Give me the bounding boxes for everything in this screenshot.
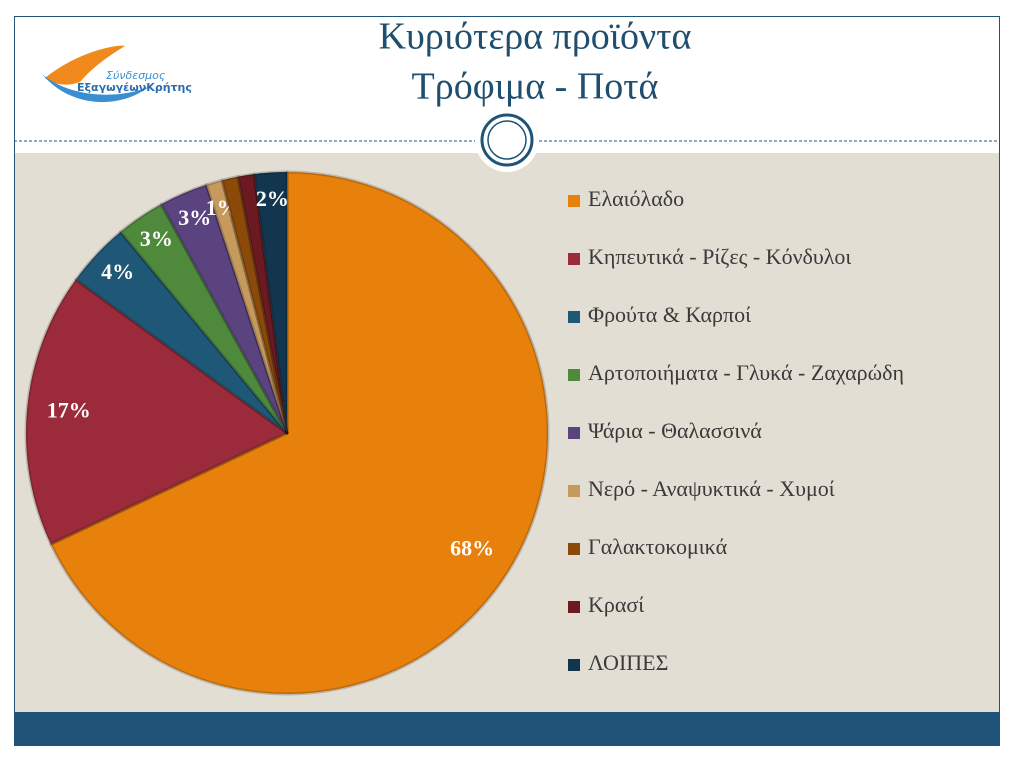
legend-swatch: [568, 195, 580, 207]
pie-slice: [49, 170, 550, 696]
data-label: 2%: [256, 186, 289, 211]
pie-slice: [159, 183, 289, 435]
pie-slice: [24, 278, 289, 546]
chart-subtitle: Τρόφιμα - Ποτά: [412, 66, 659, 108]
data-label: 3%: [140, 226, 173, 251]
logo-swoosh-orange: [45, 45, 125, 85]
legend-label: Κηπευτικά - Ρίζες - Κόνδυλοι: [588, 244, 851, 269]
legend-label: Κρασί: [588, 592, 644, 617]
logo-swoosh-blue: [42, 74, 150, 103]
legend-label: Ελαιόλαδο: [588, 186, 684, 211]
legend-label: Νερό - Αναψυκτικά - Χυμοί: [588, 476, 835, 501]
legend-label: Ψάρια - Θαλασσινά: [588, 418, 762, 443]
legend: Ελαιόλαδο Κηπευτικά - Ρίζες - Κόνδυλοι Φρο…: [568, 186, 904, 675]
chart-title: Κυριότερα προϊόντα: [379, 16, 692, 58]
pie-slice: [119, 202, 289, 435]
legend-swatch: [568, 427, 580, 439]
logo-text-2: ΕξαγωγέωνΚρήτης: [77, 81, 192, 94]
legend-swatch: [568, 253, 580, 265]
legend-label: Φρούτα & Καρποί: [588, 302, 751, 327]
pie-slice: [252, 170, 289, 435]
ornament-ring: [480, 113, 534, 167]
data-label: 68%: [450, 536, 494, 561]
pie-slice: [204, 178, 289, 435]
legend-swatch: [568, 311, 580, 323]
legend-label: Αρτοποιήματα - Γλυκά - Ζαχαρώδη: [588, 360, 904, 385]
slide-frame: [14, 16, 1000, 746]
legend-swatch: [568, 543, 580, 555]
legend-swatch: [568, 659, 580, 671]
pie-slice: [220, 175, 289, 435]
legend-label: ΛΟΙΠΕΣ: [588, 650, 668, 675]
data-label: 17%: [47, 397, 91, 422]
data-label: 4%: [101, 259, 134, 284]
legend-label: Γαλακτοκομικά: [588, 534, 728, 559]
legend-swatch: [568, 485, 580, 497]
ornament-inner: [487, 120, 527, 160]
pie-slice: [74, 230, 289, 435]
footer-bar: [14, 712, 1000, 745]
ornament-outer: [475, 108, 539, 172]
legend-swatch: [568, 369, 580, 381]
logo: Σύνδεσμος ΕξαγωγέωνΚρήτης: [42, 45, 192, 103]
legend-swatch: [568, 601, 580, 613]
logo-text-1: Σύνδεσμος: [106, 69, 166, 82]
data-label: 3%: [178, 205, 211, 230]
pie: 68%17%4%3%3%1% 2%: [24, 170, 550, 696]
pie-slice: [236, 172, 289, 435]
